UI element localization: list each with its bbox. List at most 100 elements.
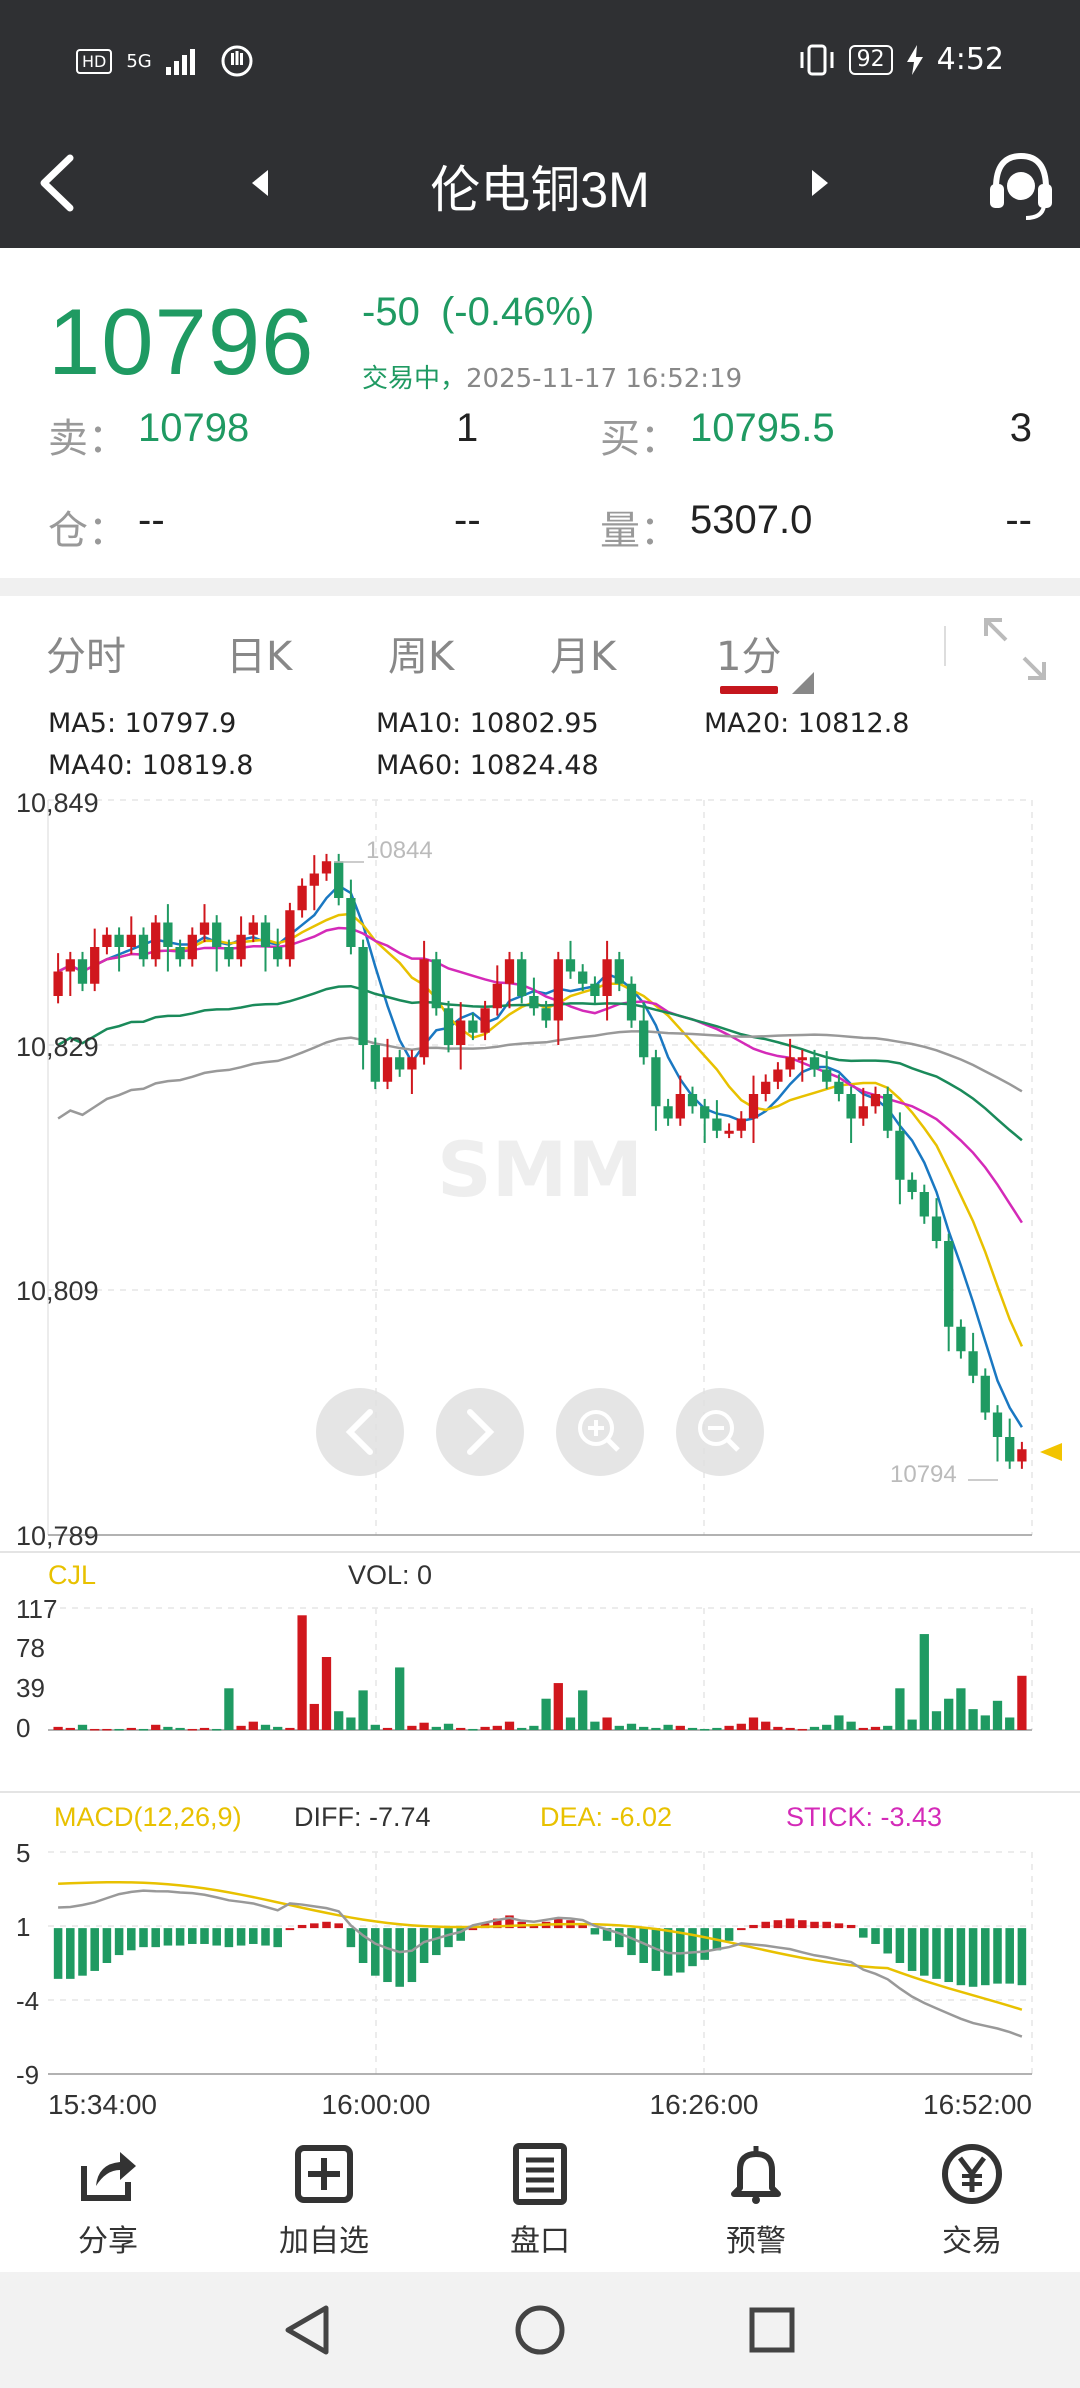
macd-bar [529, 1924, 539, 1929]
volume-bar [626, 1723, 637, 1730]
candle-body [321, 861, 332, 874]
candle-body [346, 898, 356, 947]
volume-bar [700, 1728, 710, 1731]
kline-chart-area[interactable]: SMM 10,849 10,829 10,809 10,789 10844 10… [0, 0, 1080, 2128]
volume-bar [724, 1725, 734, 1730]
fullscreen-icon[interactable] [980, 614, 1050, 684]
tab-intraday[interactable]: 分时 [46, 634, 126, 680]
macd-bar [1005, 1928, 1014, 1984]
volume-bar [529, 1725, 539, 1730]
macd-bar [639, 1928, 648, 1963]
macd-bar [688, 1928, 697, 1967]
macd-bar [175, 1928, 185, 1946]
system-back-icon[interactable] [280, 2302, 336, 2358]
scroll-right-button[interactable] [436, 1388, 524, 1476]
candle-body [370, 1045, 380, 1082]
signal-icon [165, 49, 195, 75]
hand-icon [221, 45, 253, 77]
period-dropdown-icon[interactable] [792, 672, 814, 694]
candle-body [748, 1094, 759, 1119]
macd-bar [932, 1928, 941, 1979]
macd-bar [737, 1928, 746, 1931]
macd-bar [322, 1921, 331, 1929]
volume-bar [675, 1725, 685, 1730]
candle-body [504, 959, 515, 984]
volume-bar [419, 1722, 429, 1730]
page-title: 伦电铜3M [430, 162, 650, 218]
macd-bar [822, 1921, 831, 1929]
y-tick-label: 10,849 [16, 788, 99, 818]
macd-bar [163, 1928, 173, 1946]
sell-price: 10798 [138, 406, 250, 450]
macd-bar [846, 1924, 856, 1929]
dea-label: DEA: -6.02 [540, 1802, 672, 1832]
order-book-label: 盘口 [510, 2224, 570, 2259]
volume-bar [77, 1724, 88, 1730]
system-home-icon[interactable] [512, 2302, 568, 2358]
prev-contract-icon[interactable] [240, 158, 280, 208]
order-book-button[interactable]: 盘口 [470, 2142, 610, 2260]
volume-bar [102, 1728, 112, 1731]
candle-body [309, 873, 319, 886]
volume-bar [163, 1726, 173, 1730]
y-tick-label: 10,789 [16, 1521, 99, 1551]
macd-bar [224, 1928, 234, 1948]
back-icon[interactable] [28, 148, 88, 218]
macd-bar [285, 1928, 295, 1931]
candle-body [785, 1057, 795, 1070]
candle-body [529, 996, 539, 1009]
macd-bar [920, 1928, 929, 1976]
volume-bar [443, 1723, 454, 1730]
candle-body [492, 983, 502, 1009]
candle-body [590, 983, 600, 996]
volume-bar [260, 1724, 271, 1730]
macd-y-tick: -9 [16, 2060, 39, 2090]
macd-bar [700, 1928, 709, 1960]
volume-value: 5307.0 [690, 498, 813, 542]
next-contract-icon[interactable] [800, 158, 840, 208]
ma5-legend: MA5: 10797.9 [48, 708, 237, 739]
network-badge: 5G [126, 50, 152, 72]
alert-button[interactable]: 预警 [686, 2142, 826, 2260]
candle-body [761, 1081, 771, 1094]
sell-qty: 1 [456, 406, 479, 450]
zoom-out-button[interactable] [676, 1388, 764, 1476]
candle-body [992, 1412, 1003, 1437]
bottom-toolbar: 分享 加自选 盘口 预警 交易 [0, 2128, 1080, 2270]
vol-label: VOL: 0 [348, 1560, 432, 1590]
volume-bar [687, 1727, 698, 1730]
macd-bar [602, 1928, 612, 1941]
tab-weekly[interactable]: 周K [388, 634, 455, 680]
diff-label: DIFF: -7.74 [294, 1802, 431, 1832]
sell-label: 卖： [48, 417, 128, 461]
tab-daily[interactable]: 日K [226, 634, 293, 680]
system-recents-icon[interactable] [744, 2302, 800, 2358]
macd-y-tick: 5 [16, 1838, 30, 1868]
scroll-left-button[interactable] [316, 1388, 404, 1476]
candle-body [297, 885, 307, 911]
volume-bar [309, 1703, 319, 1730]
macd-bar [200, 1928, 209, 1944]
candle-body [651, 1057, 661, 1107]
headset-icon[interactable] [986, 146, 1056, 226]
zoom-in-button[interactable] [556, 1388, 644, 1476]
candle-body [858, 1106, 868, 1119]
volume-bar [468, 1728, 478, 1731]
candle-body [468, 1020, 478, 1033]
volume-bar [334, 1711, 344, 1730]
macd-bar [773, 1920, 783, 1929]
trade-button[interactable]: 交易 [902, 2142, 1042, 2260]
macd-bar [236, 1928, 246, 1946]
volume-change: -- [1005, 498, 1032, 542]
vol-y-tick: 117 [16, 1594, 57, 1624]
volume-bar [346, 1717, 356, 1730]
tab-monthly[interactable]: 月K [550, 634, 617, 680]
macd-bar [334, 1923, 343, 1929]
tab-1min[interactable]: 1分 [716, 634, 782, 680]
volume-bar [870, 1726, 881, 1730]
candle-body [565, 959, 576, 972]
add-favorite-button[interactable]: 加自选 [254, 2142, 394, 2260]
macd-bar [444, 1928, 453, 1948]
share-button[interactable]: 分享 [38, 2142, 178, 2260]
status-right: 92 4:52 [799, 42, 1004, 77]
